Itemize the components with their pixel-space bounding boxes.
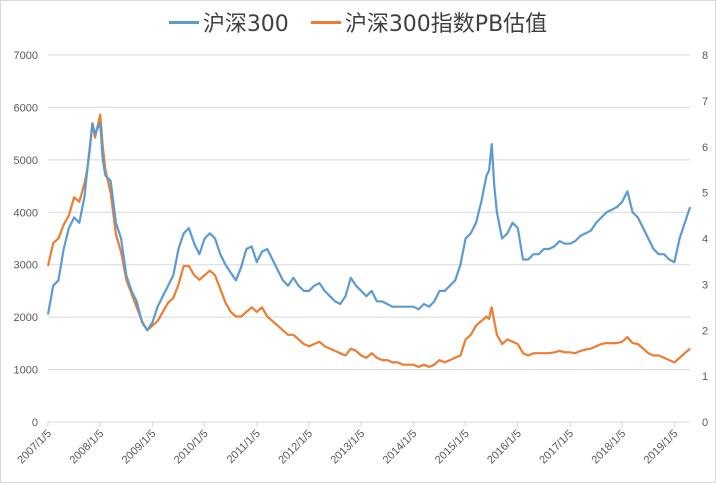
y-left-tick-label: 7000 <box>14 50 38 62</box>
y-right-tick-label: 4 <box>702 234 708 246</box>
x-tick-label: 2015/1/5 <box>433 428 472 467</box>
chart-legend: 沪深300 沪深300指数PB估值 <box>0 6 716 38</box>
y-left-tick-label: 4000 <box>14 207 38 219</box>
y-right-tick-label: 3 <box>702 279 708 291</box>
y-right-tick-label: 0 <box>702 417 708 429</box>
x-tick-label: 2011/1/5 <box>225 428 263 466</box>
y-right-tick-label: 6 <box>702 142 708 154</box>
y-right-tick-label: 1 <box>702 371 708 383</box>
x-tick-label: 2013/1/5 <box>329 428 368 467</box>
legend-item-hs300-pb: 沪深300指数PB估值 <box>310 6 548 38</box>
y-left-tick-label: 6000 <box>14 102 38 114</box>
x-tick-label: 2012/1/5 <box>276 428 315 467</box>
x-tick-label: 2007/1/5 <box>15 428 54 467</box>
y-left-tick-label: 2000 <box>14 312 38 324</box>
series-line-hs300-pb <box>46 113 691 368</box>
y-right-tick-label: 5 <box>702 188 708 200</box>
y-left-tick-label: 5000 <box>14 155 38 167</box>
legend-item-hs300: 沪深300 <box>168 6 289 38</box>
x-tick-label: 2018/1/5 <box>590 428 629 467</box>
y-left-tick-label: 0 <box>32 417 38 429</box>
y-right-tick-label: 8 <box>702 50 708 62</box>
legend-swatch-hs300 <box>168 20 199 24</box>
x-tick-label: 2019/1/5 <box>642 428 681 467</box>
legend-label-hs300: 沪深300 <box>202 12 289 37</box>
x-tick-label: 2016/1/5 <box>485 428 524 467</box>
x-tick-label: 2008/1/5 <box>68 428 107 467</box>
y-left-tick-label: 3000 <box>14 260 38 272</box>
y-right-tick-label: 2 <box>702 325 708 337</box>
y-left-tick-label: 1000 <box>14 365 38 377</box>
x-tick-label: 2010/1/5 <box>172 428 211 467</box>
legend-swatch-hs300-pb <box>310 20 341 24</box>
x-tick-label: 2017/1/5 <box>537 428 576 467</box>
series-line-hs300 <box>46 122 692 332</box>
legend-label-hs300-pb: 沪深300指数PB估值 <box>344 12 548 37</box>
x-tick-label: 2009/1/5 <box>120 428 159 467</box>
y-right-tick-label: 7 <box>702 96 708 108</box>
x-tick-label: 2014/1/5 <box>381 428 420 467</box>
